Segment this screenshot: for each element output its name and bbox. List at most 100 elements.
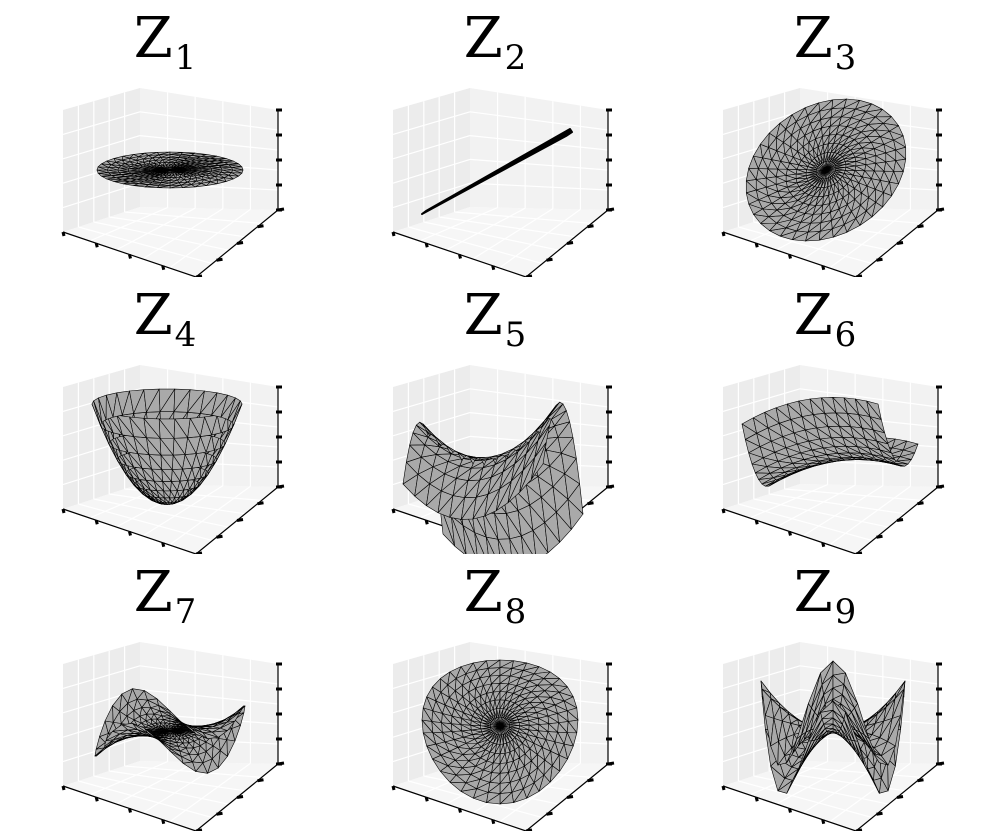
title-letter: Z7 bbox=[134, 560, 197, 645]
x-tick bbox=[723, 509, 724, 513]
title-subscript: 6 bbox=[835, 315, 857, 355]
title-subscript: 1 bbox=[175, 38, 197, 78]
x-tick bbox=[63, 786, 64, 790]
pane-left bbox=[393, 88, 470, 232]
y-tick bbox=[237, 520, 243, 521]
title-letter: Z2 bbox=[464, 6, 527, 91]
y-tick bbox=[897, 797, 903, 798]
x-tick bbox=[493, 266, 494, 270]
title-letter: Z3 bbox=[794, 6, 857, 91]
x-tick bbox=[130, 255, 131, 259]
x-tick bbox=[723, 786, 724, 790]
subplot-title: Z9 bbox=[660, 560, 990, 645]
y-tick bbox=[217, 813, 223, 814]
subplot-title: Z1 bbox=[0, 6, 330, 91]
y-tick bbox=[877, 813, 883, 814]
title-subscript: 7 bbox=[175, 592, 197, 632]
x-tick bbox=[756, 797, 757, 801]
subplot-8: Z8 bbox=[330, 554, 660, 831]
x-tick bbox=[493, 820, 494, 824]
x-tick bbox=[460, 809, 461, 813]
x-tick bbox=[393, 232, 394, 236]
x-tick bbox=[163, 543, 164, 547]
x-tick bbox=[63, 509, 64, 513]
x-tick bbox=[790, 809, 791, 813]
x-tick bbox=[163, 820, 164, 824]
subplot-title: Z2 bbox=[330, 6, 660, 91]
title-subscript: 4 bbox=[175, 315, 197, 355]
x-tick bbox=[163, 266, 164, 270]
pane-back bbox=[140, 88, 278, 210]
x-tick bbox=[393, 509, 394, 513]
x-tick bbox=[130, 532, 131, 536]
title-subscript: 2 bbox=[505, 38, 527, 78]
x-tick bbox=[823, 266, 824, 270]
title-subscript: 8 bbox=[505, 592, 527, 632]
title-letter: Z1 bbox=[134, 6, 197, 91]
y-tick bbox=[547, 259, 553, 260]
subplot-1: Z1 bbox=[0, 0, 330, 277]
y-tick bbox=[897, 520, 903, 521]
x-tick bbox=[96, 797, 97, 801]
x-tick bbox=[790, 532, 791, 536]
subplot-title: Z3 bbox=[660, 6, 990, 91]
x-tick bbox=[426, 797, 427, 801]
y-tick bbox=[918, 226, 924, 227]
x-tick bbox=[426, 520, 427, 524]
x-tick bbox=[790, 255, 791, 259]
x-tick bbox=[756, 520, 757, 524]
title-subscript: 3 bbox=[835, 38, 857, 78]
subplot-title: Z8 bbox=[330, 560, 660, 645]
x-tick bbox=[460, 255, 461, 259]
y-tick bbox=[567, 243, 573, 244]
title-subscript: 9 bbox=[835, 592, 857, 632]
x-tick bbox=[756, 243, 757, 247]
subplot-3: Z3 bbox=[660, 0, 990, 277]
x-tick bbox=[130, 809, 131, 813]
x-tick bbox=[426, 243, 427, 247]
title-letter: Z8 bbox=[464, 560, 527, 645]
y-tick bbox=[588, 503, 594, 504]
subplot-5: Z5 bbox=[330, 277, 660, 554]
title-letter: Z6 bbox=[794, 283, 857, 368]
subplot-title: Z5 bbox=[330, 283, 660, 368]
title-subscript: 5 bbox=[505, 315, 527, 355]
x-tick bbox=[96, 520, 97, 524]
y-tick bbox=[877, 536, 883, 537]
x-tick bbox=[63, 232, 64, 236]
y-tick bbox=[258, 780, 264, 781]
title-letter: Z4 bbox=[134, 283, 197, 368]
y-tick bbox=[588, 780, 594, 781]
subplot-7: Z7 bbox=[0, 554, 330, 831]
title-letter: Z9 bbox=[794, 560, 857, 645]
x-tick bbox=[823, 820, 824, 824]
y-tick bbox=[588, 226, 594, 227]
y-tick bbox=[918, 503, 924, 504]
y-tick bbox=[567, 797, 573, 798]
x-tick bbox=[393, 786, 394, 790]
y-tick bbox=[897, 243, 903, 244]
y-tick bbox=[918, 780, 924, 781]
y-tick bbox=[217, 536, 223, 537]
subplot-2: Z2 bbox=[330, 0, 660, 277]
subplot-title: Z7 bbox=[0, 560, 330, 645]
subplot-title: Z4 bbox=[0, 283, 330, 368]
y-tick bbox=[217, 259, 223, 260]
subplot-9: Z9 bbox=[660, 554, 990, 831]
x-tick bbox=[823, 543, 824, 547]
subplot-title: Z6 bbox=[660, 283, 990, 368]
y-tick bbox=[258, 503, 264, 504]
subplot-6: Z6 bbox=[660, 277, 990, 554]
x-tick bbox=[723, 232, 724, 236]
y-tick bbox=[547, 813, 553, 814]
y-tick bbox=[237, 243, 243, 244]
title-letter: Z5 bbox=[464, 283, 527, 368]
axes-frame bbox=[393, 88, 614, 277]
y-tick bbox=[237, 797, 243, 798]
subplot-4: Z4 bbox=[0, 277, 330, 554]
x-tick bbox=[96, 243, 97, 247]
surface-mesh bbox=[97, 152, 243, 188]
y-tick bbox=[258, 226, 264, 227]
y-tick bbox=[877, 259, 883, 260]
